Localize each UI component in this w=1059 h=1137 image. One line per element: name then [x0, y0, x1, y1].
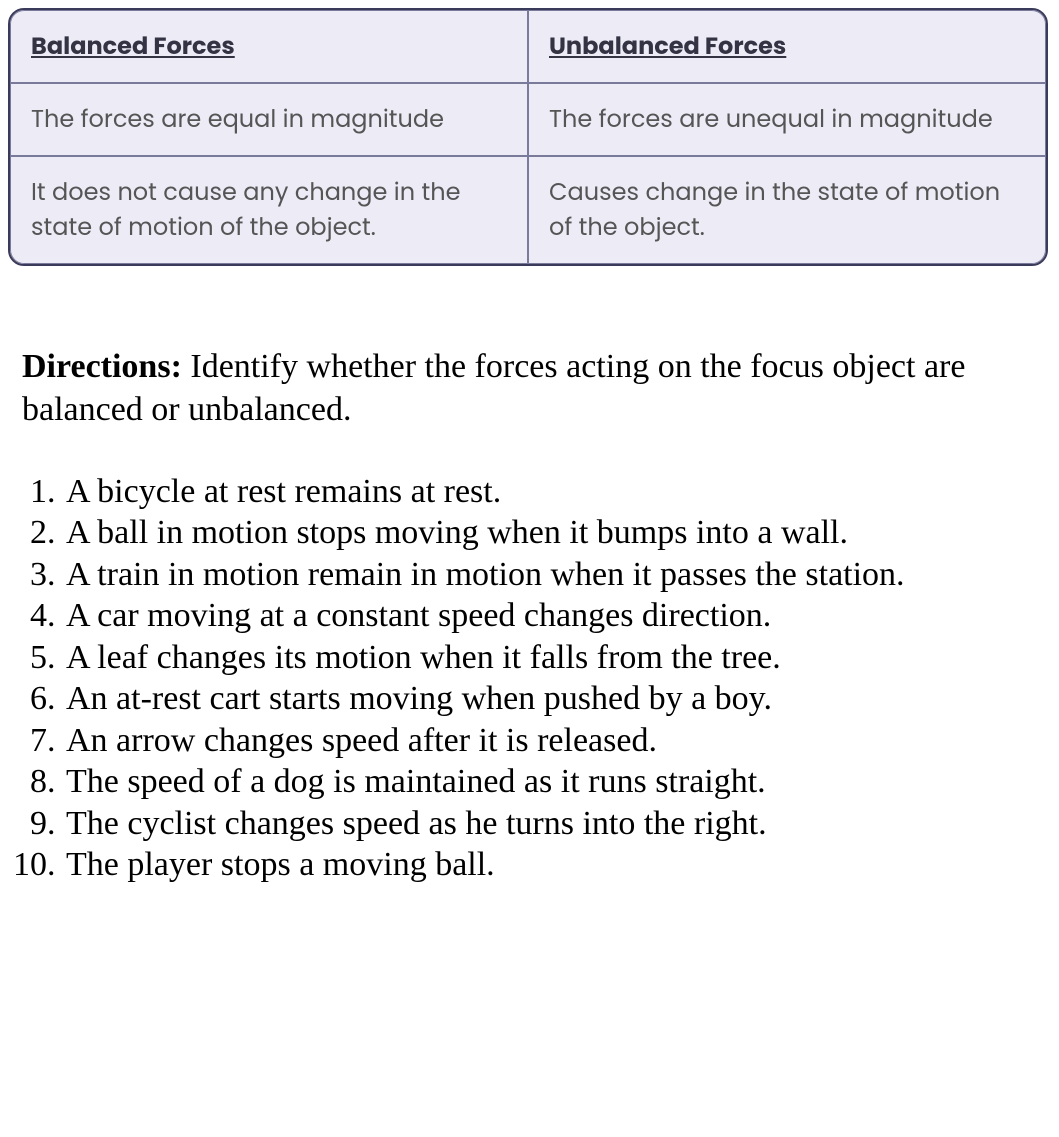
unbalanced-cell-motion: Causes change in the state of motion of …: [528, 156, 1046, 264]
question-item: A ball in motion stops moving when it bu…: [64, 512, 1039, 553]
unbalanced-forces-header: Unbalanced Forces: [528, 10, 1046, 83]
balanced-cell-magnitude: The forces are equal in magnitude: [10, 83, 528, 156]
question-item: The player stops a moving ball.: [64, 844, 1039, 885]
table-header-row: Balanced Forces Unbalanced Forces: [10, 10, 1046, 83]
questions-list: A bicycle at rest remains at rest. A bal…: [0, 471, 1039, 886]
question-item: An arrow changes speed after it is relea…: [64, 720, 1039, 761]
question-item: A car moving at a constant speed changes…: [64, 595, 1039, 636]
question-item: A leaf changes its motion when it falls …: [64, 637, 1039, 678]
balanced-forces-header: Balanced Forces: [10, 10, 528, 83]
question-item: A bicycle at rest remains at rest.: [64, 471, 1039, 512]
table-row: It does not cause any change in the stat…: [10, 156, 1046, 264]
directions-label: Directions:: [22, 348, 182, 385]
directions: Directions: Identify whether the forces …: [22, 346, 1037, 431]
question-item: The cyclist changes speed as he turns in…: [64, 803, 1039, 844]
worksheet-page: Balanced Forces Unbalanced Forces The fo…: [0, 8, 1059, 886]
table-row: The forces are equal in magnitude The fo…: [10, 83, 1046, 156]
unbalanced-cell-magnitude: The forces are unequal in magnitude: [528, 83, 1046, 156]
forces-comparison-table: Balanced Forces Unbalanced Forces The fo…: [8, 8, 1048, 266]
question-item: The speed of a dog is maintained as it r…: [64, 761, 1039, 802]
question-item: A train in motion remain in motion when …: [64, 554, 1039, 595]
question-item: An at-rest cart starts moving when pushe…: [64, 678, 1039, 719]
balanced-cell-motion: It does not cause any change in the stat…: [10, 156, 528, 264]
